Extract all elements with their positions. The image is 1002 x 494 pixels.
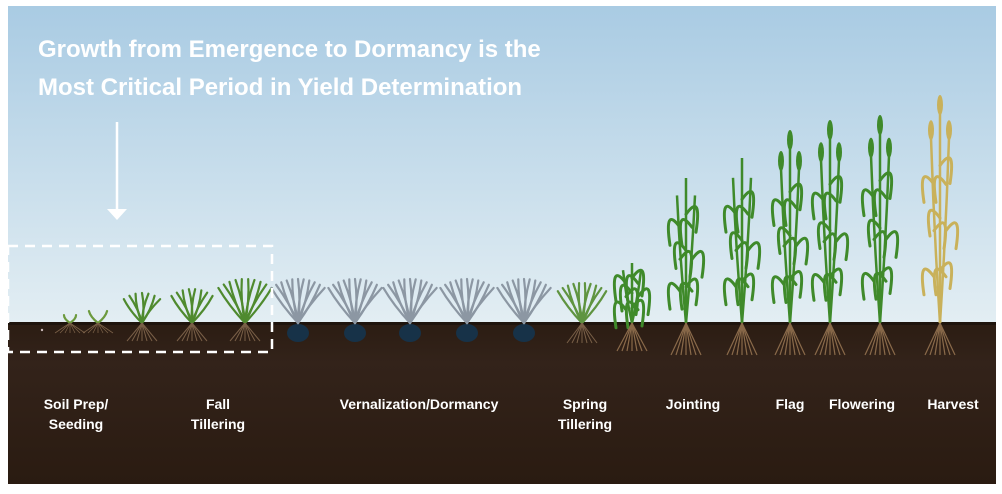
soil-line	[8, 322, 996, 325]
root-ball	[456, 324, 478, 342]
root-ball	[513, 324, 535, 342]
head	[818, 142, 824, 162]
head	[778, 151, 784, 171]
head	[946, 120, 952, 140]
head	[868, 138, 874, 158]
stage-label: Jointing	[666, 396, 720, 412]
head	[877, 115, 883, 135]
head	[796, 151, 802, 171]
seed	[41, 329, 43, 331]
stage-label: Flowering	[829, 396, 895, 412]
title-line: Growth from Emergence to Dormancy is the	[38, 36, 541, 63]
root-ball	[287, 324, 309, 342]
title-line: Most Critical Period in Yield Determinat…	[38, 74, 522, 101]
head	[886, 138, 892, 158]
head	[836, 142, 842, 162]
growth-stages-illustration: Growth from Emergence to Dormancy is the…	[0, 0, 1002, 494]
head	[937, 95, 943, 115]
stage-label: Tillering	[558, 416, 612, 432]
stage-label: Spring	[563, 396, 607, 412]
stage-label: Flag	[776, 396, 805, 412]
head	[787, 130, 793, 150]
root-ball	[399, 324, 421, 342]
stage-label: Fall	[206, 396, 230, 412]
stage-label: Tillering	[191, 416, 245, 432]
stage-label: Harvest	[927, 396, 979, 412]
stage-label: Vernalization/Dormancy	[340, 396, 499, 412]
head	[827, 120, 833, 140]
head	[928, 120, 934, 140]
stage-label: Soil Prep/	[44, 396, 109, 412]
root-ball	[344, 324, 366, 342]
stage-label: Seeding	[49, 416, 103, 432]
